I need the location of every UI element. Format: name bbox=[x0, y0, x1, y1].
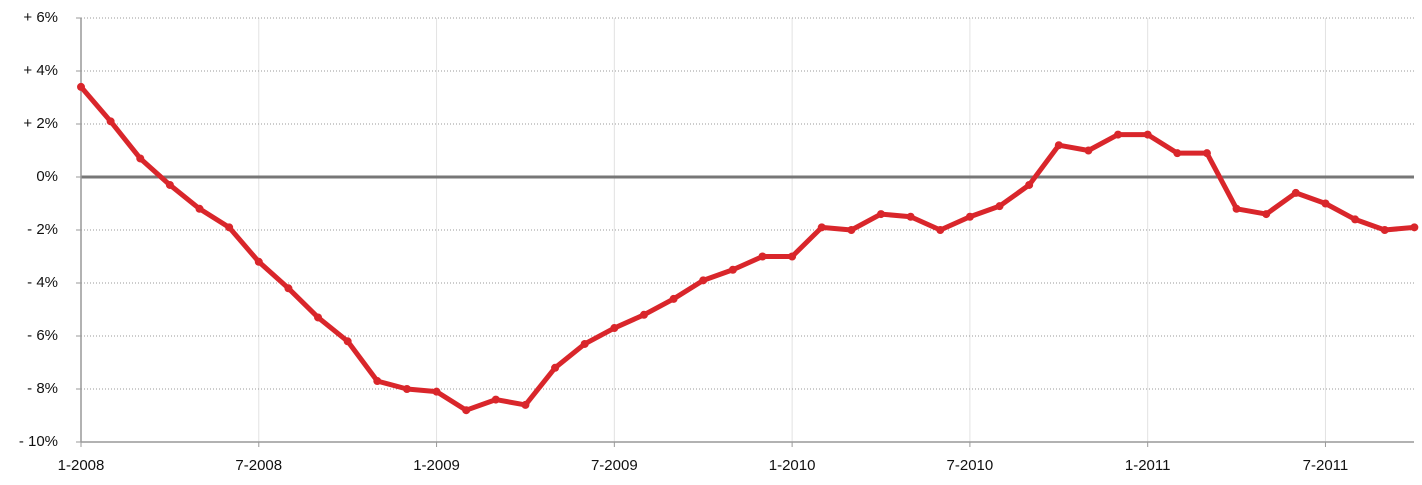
data-point bbox=[1084, 146, 1093, 155]
x-tick-label: 7-2009 bbox=[591, 457, 638, 474]
line-series bbox=[79, 85, 1415, 413]
data-point bbox=[521, 400, 530, 409]
x-tick-label: 7-2011 bbox=[1303, 457, 1349, 474]
data-point bbox=[728, 265, 737, 274]
data-point bbox=[936, 226, 945, 234]
data-point bbox=[1114, 130, 1123, 139]
data-point bbox=[610, 324, 619, 333]
y-tick-label: + 2% bbox=[23, 115, 58, 132]
data-point bbox=[1380, 226, 1389, 234]
data-point bbox=[1054, 141, 1063, 150]
data-point bbox=[1025, 180, 1034, 189]
data-point bbox=[373, 377, 382, 386]
y-tick-label: - 6% bbox=[27, 327, 58, 344]
data-point bbox=[699, 276, 708, 285]
data-point bbox=[817, 223, 826, 232]
data-point bbox=[847, 226, 856, 234]
x-tick-label: 7-2008 bbox=[235, 457, 282, 474]
data-point bbox=[314, 313, 323, 322]
y-tick-label: 0% bbox=[36, 168, 58, 185]
data-point bbox=[195, 204, 204, 213]
y-tick-label: + 6% bbox=[23, 9, 58, 26]
y-tick-label: - 8% bbox=[27, 380, 58, 397]
data-point bbox=[462, 406, 471, 415]
y-tick-label: - 2% bbox=[27, 221, 58, 238]
data-point bbox=[1173, 149, 1182, 158]
data-point bbox=[580, 339, 589, 348]
data-point bbox=[758, 252, 767, 261]
x-tick-label: 1-2010 bbox=[769, 457, 816, 474]
data-point bbox=[136, 154, 145, 163]
data-point bbox=[1262, 210, 1271, 219]
data-point bbox=[906, 212, 915, 221]
data-point bbox=[788, 252, 797, 261]
data-point bbox=[1291, 188, 1300, 197]
data-point bbox=[402, 385, 411, 393]
data-point bbox=[225, 223, 234, 232]
data-point bbox=[669, 294, 678, 303]
data-point bbox=[551, 363, 560, 372]
x-tick-label: 1-2011 bbox=[1125, 457, 1171, 474]
data-point bbox=[343, 337, 352, 346]
data-point bbox=[491, 395, 500, 404]
data-point bbox=[165, 180, 174, 189]
data-point bbox=[965, 212, 974, 221]
y-tick-label: + 4% bbox=[23, 62, 58, 79]
data-point bbox=[77, 82, 85, 91]
data-point bbox=[995, 202, 1004, 211]
y-tick-label: - 4% bbox=[27, 274, 58, 291]
data-point bbox=[877, 210, 886, 219]
y-tick-label: - 10% bbox=[19, 433, 58, 450]
data-point bbox=[254, 257, 263, 266]
x-tick-label: 7-2010 bbox=[947, 457, 994, 474]
data-point bbox=[1143, 130, 1152, 139]
data-point bbox=[1351, 215, 1360, 224]
data-point bbox=[1202, 149, 1211, 158]
data-point bbox=[1232, 204, 1241, 213]
data-point bbox=[432, 387, 441, 396]
x-tick-label: 1-2008 bbox=[58, 457, 105, 474]
data-point bbox=[1410, 223, 1419, 232]
x-tick-label: 1-2009 bbox=[413, 457, 460, 474]
data-point bbox=[106, 117, 115, 126]
data-point bbox=[284, 284, 293, 293]
data-point bbox=[639, 310, 648, 319]
data-point bbox=[1321, 199, 1330, 208]
